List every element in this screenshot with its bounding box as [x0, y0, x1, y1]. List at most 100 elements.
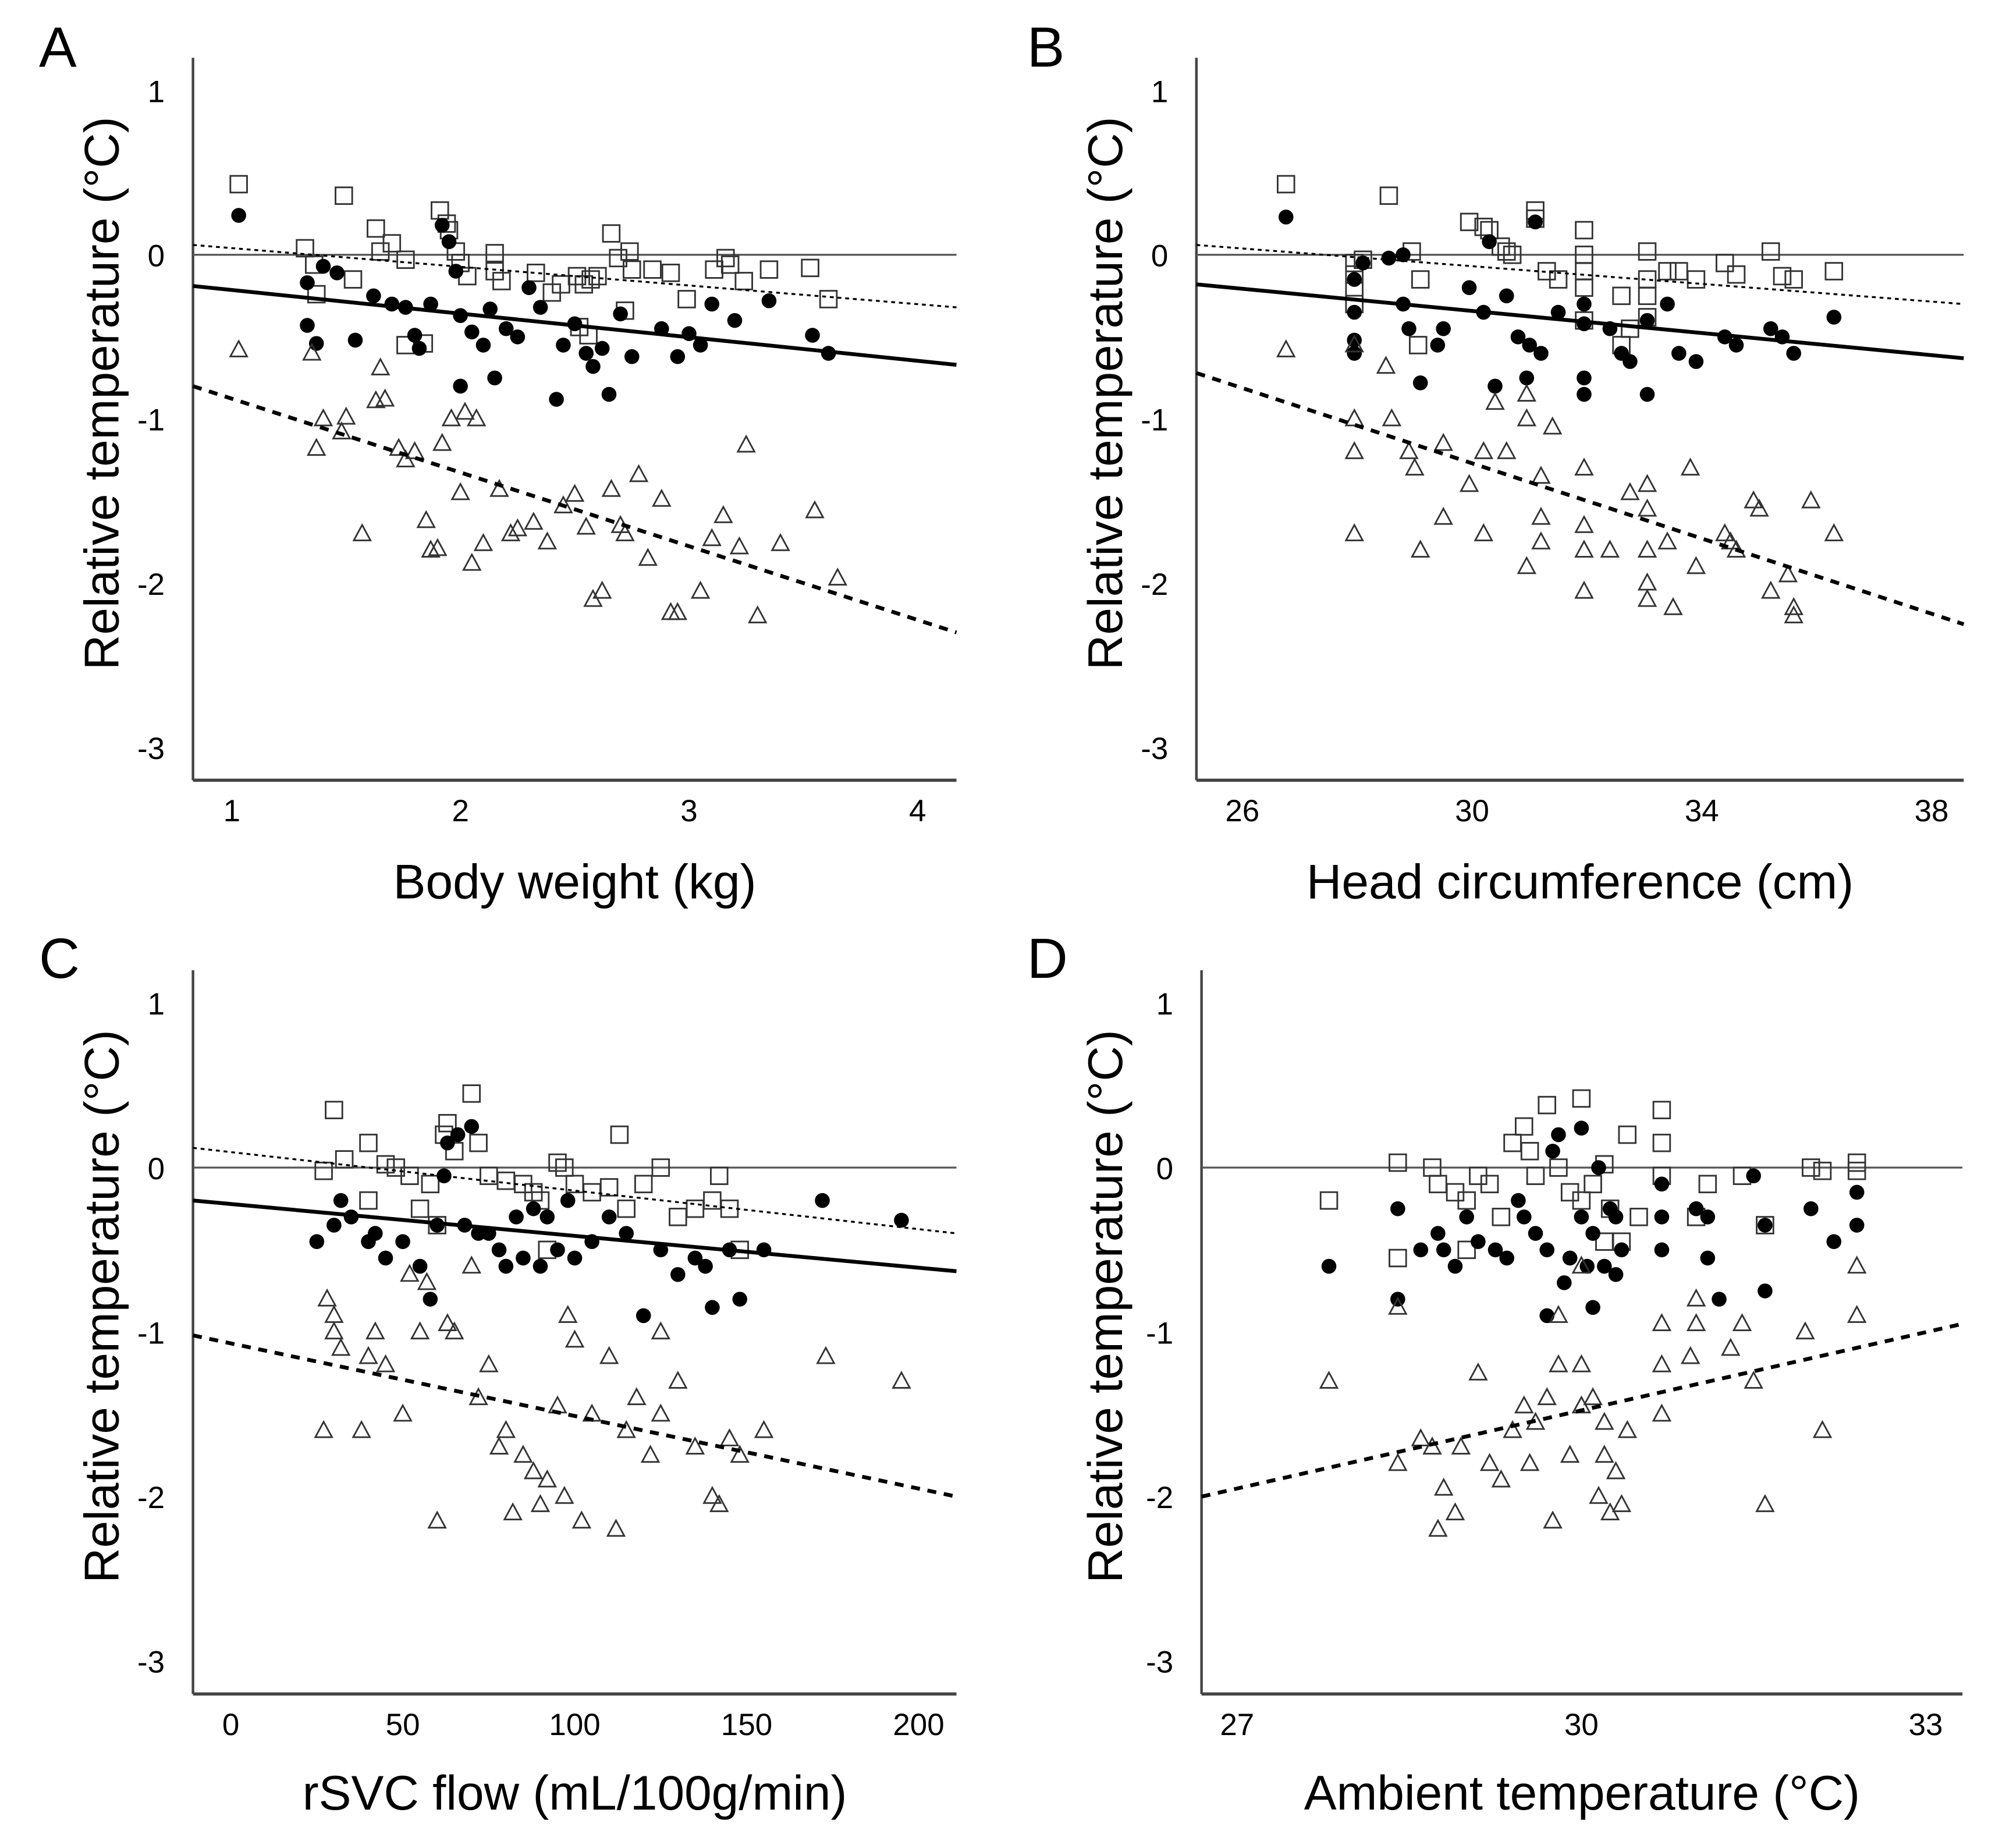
square-point — [548, 1153, 567, 1172]
circle-point — [436, 1168, 452, 1183]
square-point — [1560, 1183, 1579, 1202]
square-point — [325, 1101, 343, 1119]
circle-point — [550, 1242, 565, 1258]
square-point — [462, 1084, 481, 1103]
triangle-point — [1388, 1453, 1408, 1471]
triangle-point — [1574, 540, 1594, 558]
triangle-point — [537, 531, 558, 549]
square-point — [1687, 270, 1706, 289]
square-point — [421, 1175, 440, 1194]
y-tick-label: 0 — [1156, 1152, 1173, 1186]
circle-point — [624, 349, 640, 364]
circle-point — [1347, 304, 1362, 320]
square-point — [686, 1199, 705, 1218]
triangle-point — [599, 1346, 619, 1364]
triangle-point — [1405, 457, 1425, 476]
triangle-point — [1434, 1477, 1454, 1496]
x-tick-label: 34 — [1685, 794, 1719, 828]
triangle-point — [1755, 1494, 1775, 1512]
triangle-point — [702, 1485, 722, 1504]
triangle-point — [1732, 1313, 1752, 1331]
triangle-point — [771, 533, 790, 551]
square-point — [1549, 1158, 1568, 1177]
triangle-point — [1410, 540, 1430, 558]
triangle-point — [1686, 556, 1706, 574]
circle-point — [521, 280, 537, 295]
triangle-point — [736, 434, 756, 453]
triangle-point — [1531, 466, 1551, 484]
circle-point — [1381, 250, 1397, 266]
triangle-point — [816, 1346, 836, 1364]
triangle-point — [432, 432, 452, 451]
triangle-point — [1784, 597, 1803, 615]
triangle-point — [601, 478, 622, 497]
triangle-point — [444, 1321, 464, 1340]
square-point — [485, 262, 504, 281]
triangle-point — [1519, 1453, 1540, 1471]
triangle-point — [1686, 1313, 1706, 1331]
triangle-point — [1428, 1519, 1448, 1537]
triangle-point — [1760, 580, 1781, 599]
circle-point — [231, 208, 246, 223]
square-point — [1756, 1216, 1774, 1235]
circle-point — [1763, 321, 1778, 336]
triangle-point — [1537, 1387, 1557, 1406]
triangle-point — [489, 478, 509, 497]
circle-point — [594, 340, 610, 356]
square-point — [1847, 1161, 1866, 1180]
circle-point — [347, 332, 363, 348]
circle-point — [698, 1258, 713, 1274]
triangle-point — [229, 339, 248, 357]
circle-point — [601, 386, 617, 402]
circle-point — [1412, 375, 1428, 391]
circle-point — [670, 349, 686, 364]
triangle-point — [1574, 457, 1594, 476]
square-point — [1492, 1208, 1511, 1226]
x-tick-label: 4 — [909, 794, 926, 828]
x-axis-title: Head circumference (cm) — [1307, 854, 1854, 909]
panel-letter: A — [39, 16, 77, 79]
circle-point — [1712, 1292, 1727, 1307]
square-point — [1638, 242, 1657, 261]
triangle-point — [1847, 1255, 1867, 1274]
square-point — [431, 201, 449, 220]
square-point — [396, 250, 415, 269]
triangle-point — [537, 1469, 558, 1488]
series-filled-circle — [1321, 1120, 1865, 1324]
triangle-point — [1721, 1338, 1741, 1356]
triangle-point — [571, 1510, 592, 1529]
circle-point — [1355, 256, 1371, 271]
x-tick-label: 100 — [549, 1708, 600, 1742]
panel-b: B 1 0 -1 -2 -3 26 30 34 38 Head circumference (cm)… — [1027, 16, 1965, 909]
circle-point — [556, 338, 571, 353]
triangle-point — [416, 510, 436, 528]
triangle-point — [615, 523, 635, 541]
triangle-point — [479, 1354, 499, 1372]
triangle-point — [473, 533, 494, 551]
triangle-point — [592, 580, 612, 599]
circle-point — [1577, 296, 1592, 312]
triangle-point — [1319, 1370, 1339, 1389]
circle-point — [585, 359, 601, 374]
circle-point — [300, 275, 315, 290]
circle-point — [1482, 234, 1497, 249]
triangle-point — [1549, 1304, 1568, 1323]
triangle-point — [421, 540, 441, 558]
triangle-point — [331, 1338, 351, 1356]
triangle-point — [438, 1313, 457, 1331]
triangle-point — [754, 1420, 774, 1438]
panel-d: D 1 0 -1 -2 -3 27 30 33 Ambient temperature (°C) R… — [1027, 927, 1963, 1820]
square-point — [1612, 286, 1631, 306]
square-point — [801, 258, 819, 278]
circle-point — [1499, 288, 1514, 304]
triangle-point — [1589, 1485, 1609, 1504]
triangle-point — [1720, 531, 1741, 549]
y-tick-label: -2 — [137, 1481, 165, 1515]
circle-point — [1447, 1258, 1463, 1274]
triangle-point — [576, 516, 596, 535]
y-tick-label: 0 — [148, 239, 165, 274]
triangle-point — [565, 1329, 585, 1348]
square-point — [1411, 270, 1430, 289]
triangle-point — [1583, 1387, 1603, 1406]
circle-point — [308, 336, 324, 351]
